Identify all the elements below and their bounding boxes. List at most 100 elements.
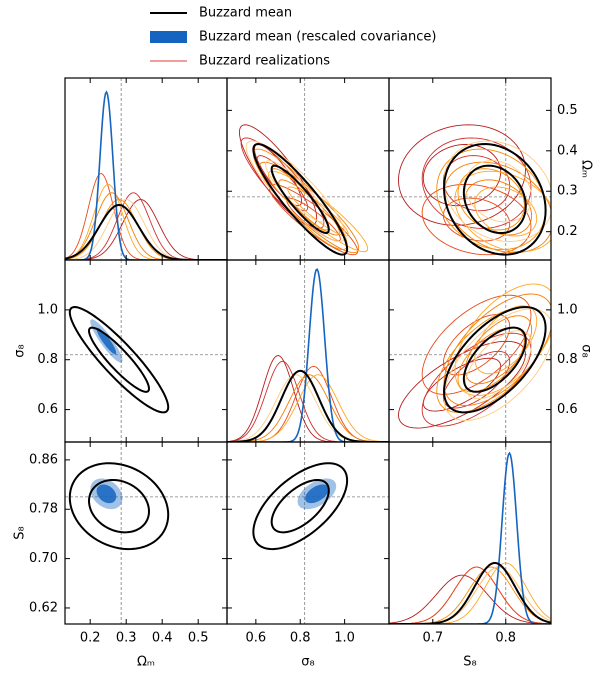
legend-label: Buzzard mean (199, 6, 292, 21)
x-tick-label: 0.2 (80, 631, 101, 646)
y-axis-label: Ωₘ (579, 160, 594, 178)
contour (421, 137, 532, 229)
panel-frame (226, 441, 390, 625)
density-curve (227, 355, 389, 442)
panel (227, 260, 389, 442)
y-tick-label: 0.2 (557, 224, 578, 239)
y-tick-label: 0.4 (557, 143, 578, 158)
contour (422, 143, 502, 207)
contour (278, 179, 340, 236)
density-curve (65, 199, 227, 260)
legend-swatch (150, 31, 187, 43)
contour (68, 462, 170, 551)
x-tick-label: 0.8 (290, 631, 311, 646)
contour (442, 314, 511, 376)
contour (265, 160, 327, 223)
contour (462, 164, 527, 235)
contour (87, 326, 151, 393)
y-tick-label: 0.62 (29, 600, 58, 615)
contour (462, 326, 527, 393)
density-curve (65, 203, 227, 260)
density-curve (65, 173, 227, 260)
panel-frame (388, 259, 552, 443)
contour (252, 143, 349, 256)
contour (305, 484, 329, 504)
legend-label: Buzzard mean (rescaled covariance) (199, 30, 436, 45)
density-curve (65, 199, 227, 260)
panel (227, 442, 389, 624)
contour (287, 186, 349, 237)
contour (297, 478, 337, 510)
panel (65, 78, 227, 260)
density-curve (227, 360, 389, 442)
density-curve (389, 562, 551, 624)
y-axis-label: S₈ (13, 526, 28, 539)
contour (457, 168, 525, 231)
y-tick-label: 0.6 (37, 402, 58, 417)
contour (421, 183, 532, 256)
contour (245, 140, 346, 242)
x-axis-label: S₈ (463, 655, 476, 670)
y-tick-label: 0.86 (29, 452, 58, 467)
density-curve (227, 369, 389, 442)
x-axis-label: Ωₘ (137, 655, 155, 670)
contour (87, 478, 151, 534)
density-curve (389, 574, 551, 624)
contour (96, 484, 117, 504)
density-curve (227, 267, 389, 442)
contour (464, 330, 533, 400)
y-axis-label: σ₈ (579, 344, 594, 357)
contour (96, 327, 117, 355)
y-tick-label: 0.6 (557, 402, 578, 417)
density-curve (65, 199, 227, 260)
density-curve (227, 374, 389, 442)
y-tick-label: 0.3 (557, 184, 578, 199)
contour (442, 350, 511, 409)
x-tick-label: 0.5 (188, 631, 209, 646)
panel-frame (64, 77, 228, 261)
x-tick-label: 0.4 (152, 631, 173, 646)
contour (436, 148, 547, 251)
y-axis-label: σ₈ (13, 344, 28, 357)
contour (454, 170, 551, 253)
contour (270, 164, 330, 235)
y-tick-label: 1.0 (557, 302, 578, 317)
x-axis-label: σ₈ (301, 655, 314, 670)
contour (398, 124, 526, 226)
x-tick-label: 0.6 (246, 631, 267, 646)
panel-frame (64, 441, 228, 625)
contour (90, 478, 123, 510)
contour (443, 306, 547, 414)
density-curve (227, 374, 389, 442)
density-curve (65, 90, 227, 260)
panel (389, 78, 551, 260)
density-curve (389, 451, 551, 624)
y-tick-label: 0.8 (557, 352, 578, 367)
x-tick-label: 0.8 (495, 631, 516, 646)
y-tick-label: 0.70 (29, 551, 58, 566)
panel (227, 78, 389, 260)
panel-frame (388, 441, 552, 625)
density-curve (65, 192, 227, 260)
legend-label: Buzzard realizations (199, 54, 330, 69)
contour (267, 170, 369, 253)
density-curve (389, 566, 551, 624)
contour (474, 186, 538, 237)
density-curve (65, 183, 227, 260)
contour (421, 294, 532, 395)
panel (389, 260, 551, 442)
panel (65, 442, 227, 624)
contour (442, 197, 511, 242)
y-tick-label: 0.78 (29, 502, 58, 517)
contour (398, 340, 526, 429)
density-curve (227, 374, 389, 442)
x-tick-label: 1.0 (334, 631, 355, 646)
contour (270, 479, 330, 534)
y-tick-label: 1.0 (37, 302, 58, 317)
panel (389, 442, 551, 624)
panel (65, 260, 227, 442)
contour (252, 462, 349, 551)
contour (68, 306, 170, 414)
